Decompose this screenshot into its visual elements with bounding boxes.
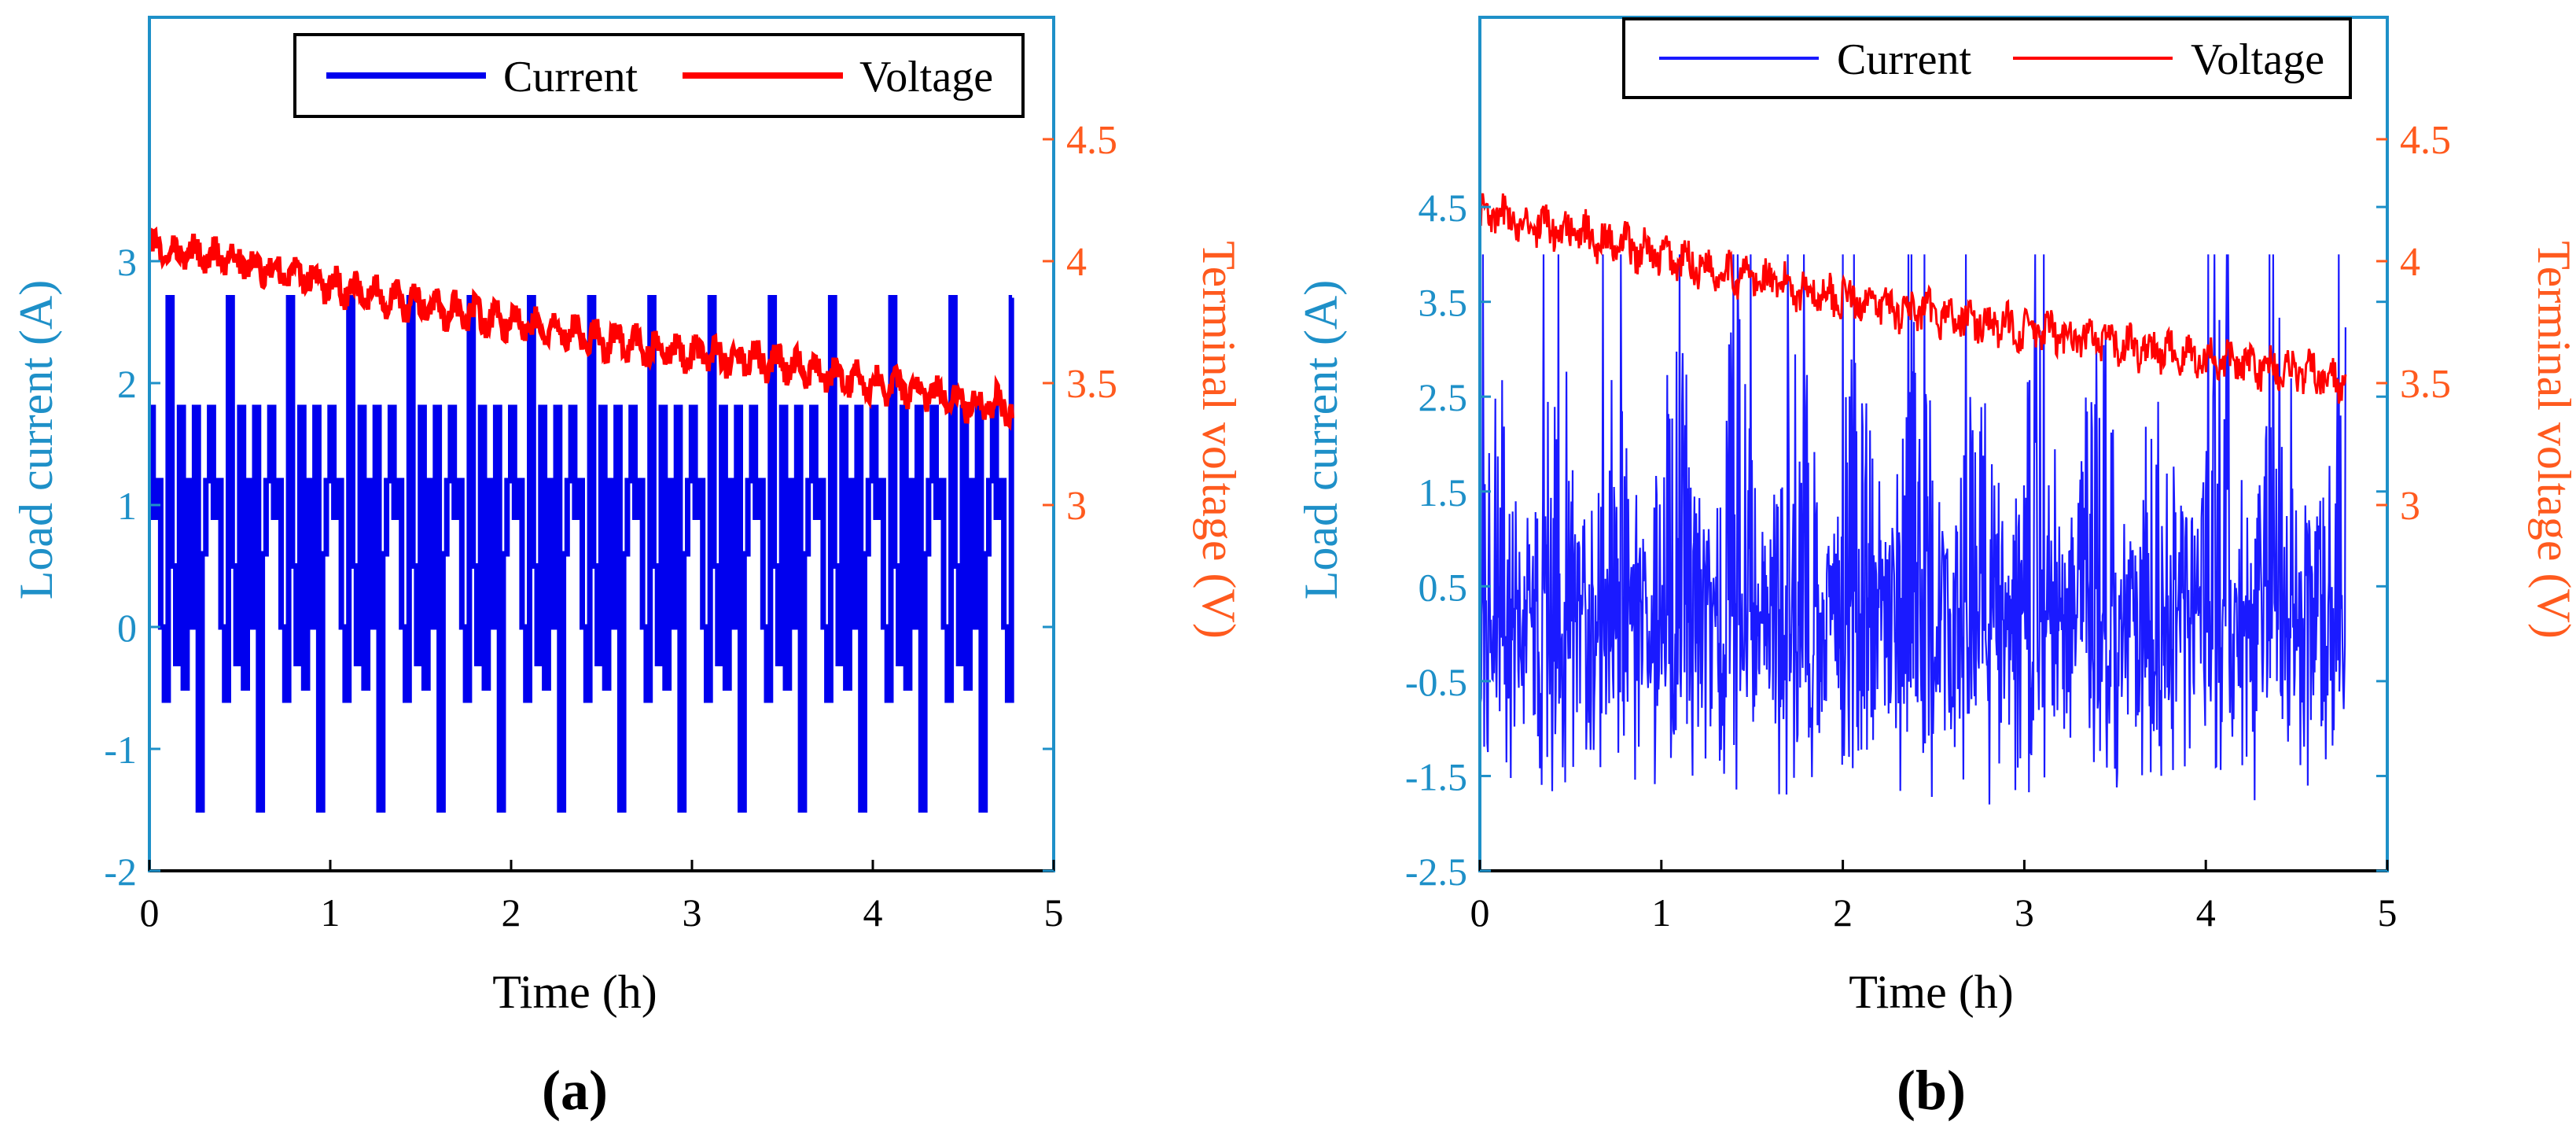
x-tick-label-b: 1 — [1651, 890, 1671, 935]
legend-b: Current Voltage — [1622, 17, 2352, 99]
y-right-tick-label-a: 3.5 — [1066, 362, 1117, 407]
y-right-tick-label-a: 4 — [1066, 240, 1087, 285]
x-axis-label-b: Time (h) — [1849, 966, 2013, 1018]
y-axis-label-right-a: Terminal voltage (V) — [1193, 241, 1245, 639]
y-right-tick-label-b: 4 — [2400, 240, 2420, 285]
y-axis-label-right-b: Terminal voltage (V) — [2528, 241, 2576, 639]
legend-current-label-b: Current — [1837, 35, 1972, 84]
voltage-line-b — [1478, 193, 2347, 404]
ticks-b: 0 1 2 3 4 5 -2.5 -1.5 -0.5 0.5 1.5 2.5 3.5 4.5 3 3.5 4 4.… — [1405, 118, 2451, 935]
legend-voltage-label-a: Voltage — [859, 53, 993, 101]
y-left-tick-label-a: 0 — [117, 606, 137, 650]
x-tick-label-b: 4 — [2196, 890, 2216, 935]
y-right-tick-label-b: 4.5 — [2400, 118, 2451, 163]
plot-area-a — [148, 226, 1015, 813]
x-tick-label-a: 0 — [140, 890, 160, 935]
y-left-tick-label-b: 1.5 — [1419, 470, 1468, 514]
x-tick-label-a: 5 — [1044, 890, 1064, 935]
y-axis-label-left-a: Load current (A) — [10, 280, 62, 599]
x-tick-label-b: 3 — [2015, 890, 2034, 935]
axes-frame-b — [1478, 16, 2389, 872]
y-left-tick-label-b: 4.5 — [1419, 186, 1468, 230]
y-right-tick-label-a: 4.5 — [1066, 118, 1117, 163]
current-line-b — [1478, 254, 2346, 805]
plot-area-b — [1478, 193, 2347, 805]
x-tick-label-b: 2 — [1833, 890, 1853, 935]
y-left-tick-label-a: 2 — [117, 362, 137, 406]
ticks-a: 0 1 2 3 4 5 -2 -1 0 1 2 3 3 3.5 4 4.5 — [104, 118, 1117, 935]
panel-label-b: (b) — [1897, 1059, 1966, 1122]
y-left-tick-label-b: 3.5 — [1419, 281, 1468, 325]
x-tick-label-b: 5 — [2378, 890, 2398, 935]
legend-voltage-label-b: Voltage — [2191, 35, 2324, 84]
legend-a: Current Voltage — [293, 33, 1025, 118]
x-tick-label-a: 4 — [863, 890, 883, 935]
y-right-tick-label-b: 3.5 — [2400, 362, 2451, 407]
y-left-tick-label-a: 1 — [117, 484, 137, 528]
panel-b: 0 1 2 3 4 5 -2.5 -1.5 -0.5 0.5 1.5 2.5 3.5 4.5 3 3.5 4 4.… — [1295, 16, 2576, 1122]
x-axis-label-a: Time (h) — [492, 966, 657, 1018]
x-tick-label-a: 3 — [683, 890, 702, 935]
legend-current-label-a: Current — [503, 53, 638, 101]
panel-label-a: (a) — [542, 1059, 608, 1122]
y-left-tick-label-b: 0.5 — [1419, 565, 1468, 609]
panel-a: 0 1 2 3 4 5 -2 -1 0 1 2 3 3 3.5 4 4.5 Current Voltage T… — [10, 16, 1245, 1122]
y-right-tick-label-a: 3 — [1066, 484, 1087, 529]
x-tick-label-b: 0 — [1470, 890, 1490, 935]
x-tick-label-a: 1 — [321, 890, 340, 935]
y-left-tick-label-a: 3 — [117, 240, 137, 284]
current-line-a — [149, 295, 1014, 813]
x-tick-label-a: 2 — [502, 890, 521, 935]
y-left-tick-label-a: -1 — [104, 728, 137, 772]
y-left-tick-label-b: -0.5 — [1405, 660, 1467, 704]
y-left-tick-label-b: -2.5 — [1405, 850, 1467, 894]
y-left-tick-label-b: 2.5 — [1419, 375, 1468, 419]
y-right-tick-label-b: 3 — [2400, 484, 2420, 529]
voltage-line-a — [148, 226, 1015, 431]
y-left-tick-label-b: -1.5 — [1405, 754, 1467, 798]
y-axis-label-left-b: Load current (A) — [1295, 280, 1347, 599]
y-left-tick-label-a: -2 — [104, 850, 137, 894]
